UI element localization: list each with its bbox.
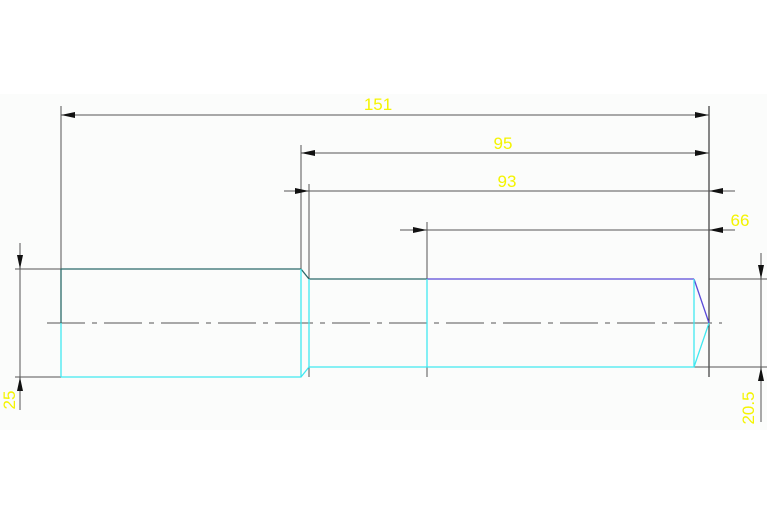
arrowheads <box>17 112 764 391</box>
drawing-area <box>0 94 767 430</box>
dim-text-93: 93 <box>498 172 517 191</box>
dim-text-151: 151 <box>364 95 392 114</box>
dim-text-25: 25 <box>0 391 19 410</box>
part-outline <box>60 268 710 378</box>
dim-text-66: 66 <box>731 211 750 230</box>
dim-text-95: 95 <box>494 134 513 153</box>
dim-text-20-5: 20.5 <box>739 391 758 424</box>
